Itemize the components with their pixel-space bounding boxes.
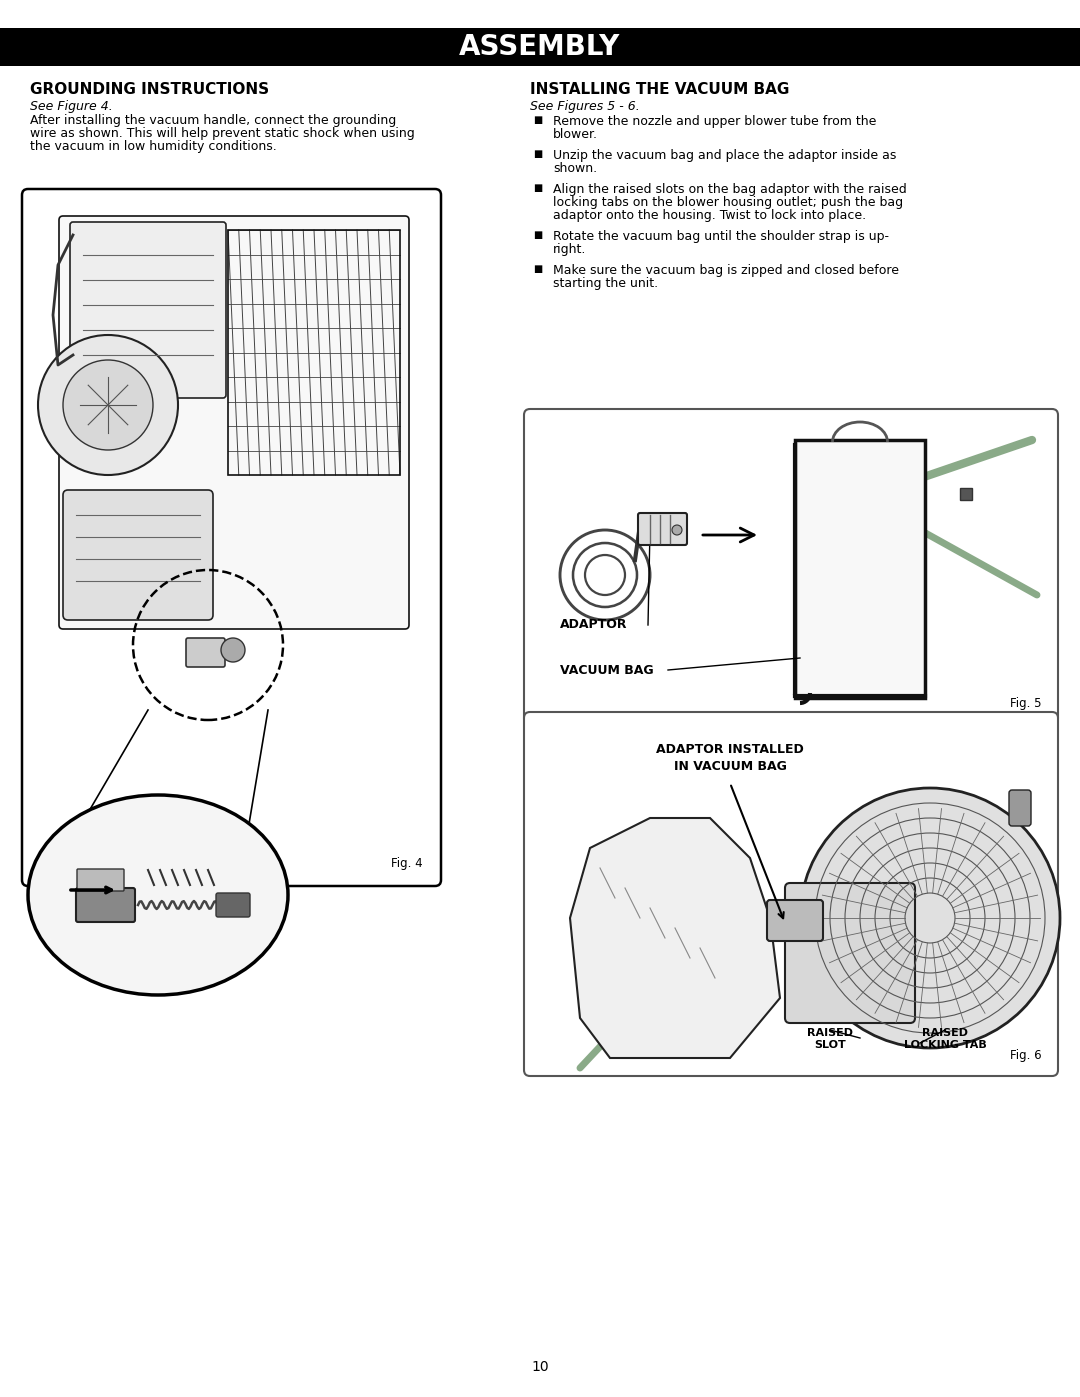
Text: ADAPTOR INSTALLED
IN VACUUM BAG: ADAPTOR INSTALLED IN VACUUM BAG <box>657 743 804 773</box>
Text: Rotate the vacuum bag until the shoulder strap is up-: Rotate the vacuum bag until the shoulder… <box>553 231 889 243</box>
Text: right.: right. <box>553 243 586 256</box>
Text: Fig. 6: Fig. 6 <box>1011 1049 1042 1062</box>
Text: ASSEMBLY: ASSEMBLY <box>459 34 621 61</box>
Circle shape <box>672 525 681 535</box>
FancyBboxPatch shape <box>59 217 409 629</box>
Text: RAISED
LOCKING TAB: RAISED LOCKING TAB <box>904 1028 986 1051</box>
FancyBboxPatch shape <box>1009 789 1031 826</box>
FancyBboxPatch shape <box>76 888 135 922</box>
Text: See Figure 4.: See Figure 4. <box>30 101 112 113</box>
FancyBboxPatch shape <box>70 222 226 398</box>
FancyBboxPatch shape <box>785 883 915 1023</box>
Text: RAISED
SLOT: RAISED SLOT <box>807 1028 853 1051</box>
FancyBboxPatch shape <box>524 712 1058 1076</box>
Text: GROUNDING INSTRUCTIONS: GROUNDING INSTRUCTIONS <box>30 82 269 96</box>
FancyBboxPatch shape <box>216 893 249 916</box>
Text: ■: ■ <box>534 264 542 274</box>
Ellipse shape <box>28 795 288 995</box>
Circle shape <box>38 335 178 475</box>
Text: Align the raised slots on the bag adaptor with the raised: Align the raised slots on the bag adapto… <box>553 183 907 196</box>
Text: blower.: blower. <box>553 129 598 141</box>
Bar <box>960 488 972 500</box>
Polygon shape <box>570 819 780 1058</box>
Text: shown.: shown. <box>553 162 597 175</box>
Text: locking tabs on the blower housing outlet; push the bag: locking tabs on the blower housing outle… <box>553 196 903 210</box>
Text: Remove the nozzle and upper blower tube from the: Remove the nozzle and upper blower tube … <box>553 115 876 129</box>
Text: INSTALLING THE VACUUM BAG: INSTALLING THE VACUUM BAG <box>530 82 789 96</box>
Bar <box>795 440 924 698</box>
Text: See Figures 5 - 6.: See Figures 5 - 6. <box>530 101 639 113</box>
FancyBboxPatch shape <box>638 513 687 545</box>
Text: ■: ■ <box>534 149 542 159</box>
Text: wire as shown. This will help prevent static shock when using: wire as shown. This will help prevent st… <box>30 127 415 140</box>
Text: adaptor onto the housing. Twist to lock into place.: adaptor onto the housing. Twist to lock … <box>553 210 866 222</box>
Text: VACUUM BAG: VACUUM BAG <box>561 664 653 676</box>
Text: ■: ■ <box>534 231 542 240</box>
Text: Make sure the vacuum bag is zipped and closed before: Make sure the vacuum bag is zipped and c… <box>553 264 899 277</box>
Text: 10: 10 <box>531 1361 549 1375</box>
Text: Fig. 4: Fig. 4 <box>391 856 423 870</box>
Circle shape <box>800 788 1059 1048</box>
Text: Unzip the vacuum bag and place the adaptor inside as: Unzip the vacuum bag and place the adapt… <box>553 149 896 162</box>
Text: ADAPTOR: ADAPTOR <box>561 619 627 631</box>
Text: ■: ■ <box>534 115 542 124</box>
FancyBboxPatch shape <box>186 638 225 666</box>
Text: ■: ■ <box>534 183 542 193</box>
Text: starting the unit.: starting the unit. <box>553 277 658 291</box>
Circle shape <box>63 360 153 450</box>
Bar <box>0 28 1080 66</box>
FancyBboxPatch shape <box>524 409 1058 724</box>
Bar <box>228 231 400 475</box>
Text: Fig. 5: Fig. 5 <box>1011 697 1042 710</box>
FancyBboxPatch shape <box>767 900 823 942</box>
FancyBboxPatch shape <box>22 189 441 886</box>
Text: the vacuum in low humidity conditions.: the vacuum in low humidity conditions. <box>30 140 276 154</box>
Circle shape <box>221 638 245 662</box>
Text: After installing the vacuum handle, connect the grounding: After installing the vacuum handle, conn… <box>30 115 396 127</box>
FancyBboxPatch shape <box>77 869 124 891</box>
FancyBboxPatch shape <box>63 490 213 620</box>
